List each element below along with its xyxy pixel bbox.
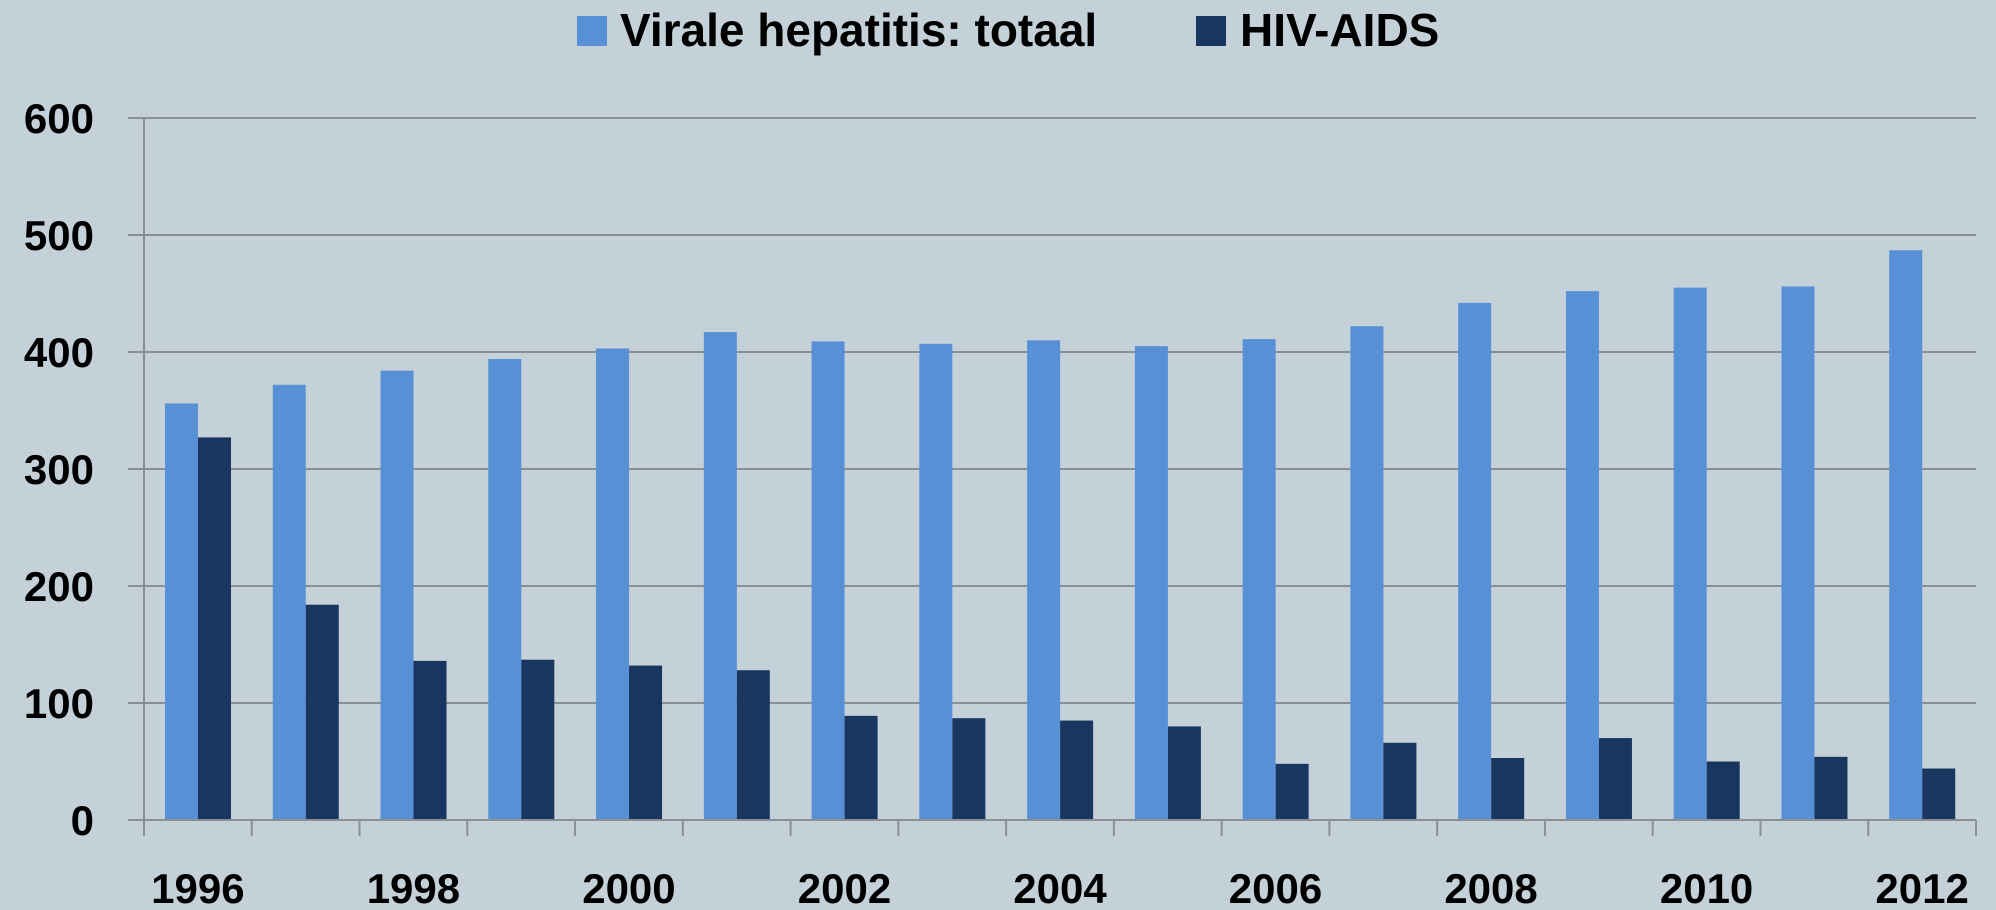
legend-swatch-hepatitis — [577, 16, 607, 46]
x-tick-label: 2004 — [1013, 865, 1107, 910]
bar-hiv-aids-2004 — [1060, 720, 1094, 820]
bar-hepatitis-2004 — [1027, 340, 1061, 820]
bar-hepatitis-2000 — [596, 348, 630, 820]
bar-hiv-aids-2006 — [1275, 763, 1309, 820]
bar-hepatitis-1996 — [165, 403, 198, 820]
bar-hepatitis-2006 — [1242, 339, 1276, 820]
legend-label-hiv-aids: HIV-AIDS — [1240, 4, 1439, 56]
bar-hiv-aids-1996 — [198, 437, 231, 820]
x-tick-label: 1998 — [367, 865, 460, 910]
bar-hiv-aids-2011 — [1814, 756, 1848, 820]
bar-hepatitis-2008 — [1458, 302, 1492, 820]
legend-label-hepatitis: Virale hepatitis: totaal — [620, 4, 1097, 56]
bar-hiv-aids-1997 — [305, 604, 339, 820]
x-tick-label: 2008 — [1444, 865, 1537, 910]
x-tick-label: 2006 — [1229, 865, 1322, 910]
bar-hiv-aids-2000 — [629, 665, 663, 820]
x-tick-label: 2000 — [582, 865, 675, 910]
y-tick-label: 500 — [24, 212, 94, 259]
bar-hiv-aids-2003 — [952, 718, 986, 820]
bar-hepatitis-1997 — [272, 384, 306, 820]
bar-hepatitis-2005 — [1134, 346, 1168, 820]
bar-hepatitis-2002 — [811, 341, 845, 820]
bar-hiv-aids-1999 — [521, 659, 555, 820]
bar-hepatitis-2012 — [1889, 250, 1923, 820]
bar-hiv-aids-1998 — [413, 660, 447, 820]
y-tick-label: 100 — [24, 680, 94, 727]
x-tick-label: 1996 — [151, 865, 244, 910]
y-tick-label: 0 — [71, 797, 94, 844]
x-tick-label: 2002 — [798, 865, 891, 910]
bar-hepatitis-2011 — [1781, 286, 1815, 821]
bar-hiv-aids-2001 — [736, 670, 770, 820]
bar-hiv-aids-2005 — [1167, 726, 1201, 820]
y-axis: 0 100 200 300 400 500 600 — [24, 95, 145, 844]
bar-hepatitis-2009 — [1565, 291, 1599, 820]
bar-hepatitis-1998 — [380, 370, 414, 820]
bar-hiv-aids-2008 — [1491, 757, 1525, 820]
bar-hiv-aids-2012 — [1922, 768, 1956, 820]
x-axis: 1996 1998 2000 2002 2004 2006 2008 2010 2012 — [128, 819, 1977, 910]
bars — [165, 250, 1956, 821]
y-tick-label: 300 — [24, 446, 94, 493]
bar-hiv-aids-2009 — [1598, 738, 1632, 820]
bar-hepatitis-2010 — [1673, 287, 1707, 820]
bar-hepatitis-2007 — [1350, 326, 1384, 820]
bar-hepatitis-2001 — [703, 332, 737, 820]
y-tick-label: 600 — [24, 95, 94, 142]
x-tick-label: 2012 — [1875, 865, 1968, 910]
bar-hiv-aids-2002 — [844, 715, 878, 820]
y-tick-label: 200 — [24, 563, 94, 610]
bar-hepatitis-1999 — [488, 359, 522, 820]
bar-hiv-aids-2007 — [1383, 742, 1417, 820]
y-tick-label: 400 — [24, 329, 94, 376]
chart-legend: Virale hepatitis: totaal HIV-AIDS — [577, 4, 1439, 56]
legend-swatch-hiv-aids — [1196, 16, 1226, 46]
bar-hiv-aids-2010 — [1706, 761, 1740, 820]
bar-hepatitis-2003 — [919, 343, 953, 820]
x-tick-label: 2010 — [1660, 865, 1753, 910]
